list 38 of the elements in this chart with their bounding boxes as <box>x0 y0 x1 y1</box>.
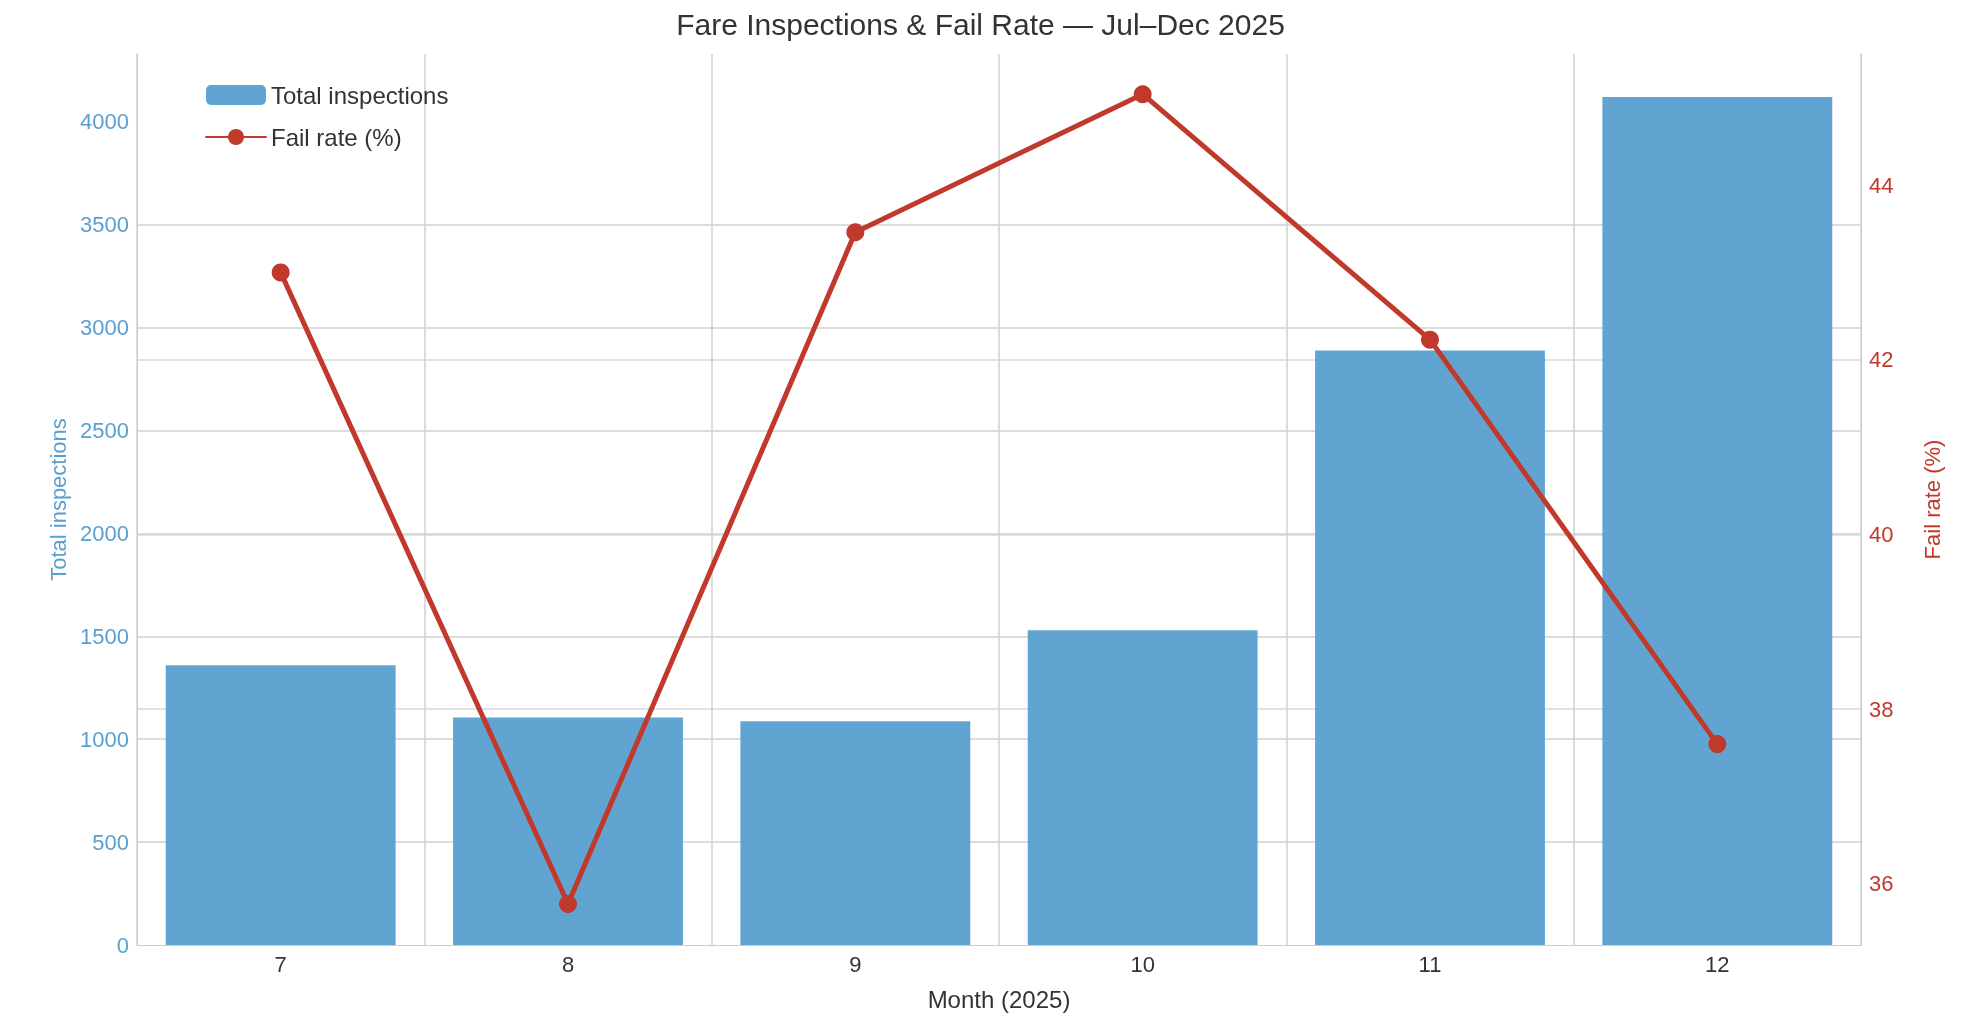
point <box>1421 330 1439 349</box>
point <box>1133 85 1152 104</box>
bar <box>1315 350 1545 945</box>
legend-label: Fail rate (%) <box>271 123 402 151</box>
x-tick-label: 9 <box>849 951 862 977</box>
legend-label: Total inspections <box>271 81 449 109</box>
x-axis-title: Month (2025) <box>927 985 1071 1013</box>
y2-axis-title: Fail rate (%) <box>1919 439 1945 560</box>
x-tick-label: 10 <box>1130 951 1155 977</box>
y-tick-label: 3000 <box>80 315 129 341</box>
point <box>559 894 577 913</box>
point <box>846 223 865 242</box>
bar <box>1027 630 1258 945</box>
y-tick-label: 3500 <box>80 212 129 238</box>
chart-title: Fare Inspections & Fail Rate — Jul–Dec 2025 <box>676 7 1285 41</box>
y2-tick-label: 42 <box>1869 347 1894 373</box>
y2-tick-label: 40 <box>1869 521 1894 547</box>
x-tick-label: 8 <box>561 951 575 977</box>
y-axis-title: Total inspections <box>45 418 71 581</box>
y2-tick-label: 38 <box>1869 696 1894 722</box>
y-tick-label: 4000 <box>80 109 129 135</box>
x-tick-label: 11 <box>1418 951 1442 977</box>
bar <box>740 721 971 945</box>
y-tick-label: 500 <box>92 829 129 855</box>
y-tick-label: 1000 <box>80 726 129 752</box>
y-tick-label: 2000 <box>80 520 129 546</box>
y2-tick-label: 36 <box>1869 871 1894 897</box>
y-tick-label: 2500 <box>80 418 129 444</box>
point <box>271 263 290 282</box>
x-tick-label: 12 <box>1705 951 1730 977</box>
y-tick-label: 0 <box>116 932 129 958</box>
bar <box>453 717 683 945</box>
y2-tick-label: 44 <box>1869 172 1894 198</box>
x-tick-label: 7 <box>274 951 287 977</box>
point <box>1708 735 1727 754</box>
y-tick-label: 1500 <box>80 623 129 649</box>
bar <box>165 665 396 945</box>
bar <box>1602 97 1833 945</box>
